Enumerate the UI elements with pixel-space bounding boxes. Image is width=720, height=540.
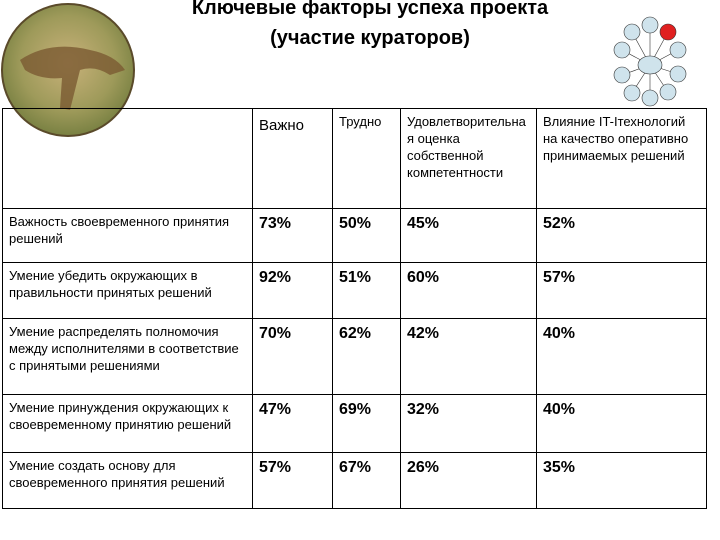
row-label: Важность своевременного принятия решений [2,208,253,263]
row: Умение принуждения окружающих к своеврем… [2,394,707,453]
cell-value: 32% [400,394,537,453]
column-header: Важно [252,108,333,209]
row: Умение распределять полномочия между исп… [2,318,707,395]
row-label: Умение принуждения окружающих к своеврем… [2,394,253,453]
row-label: Умение создать основу для своевременного… [2,452,253,509]
title: (участие кураторов) [270,27,470,49]
cell-value: 47% [252,394,333,453]
cell-value: 52% [536,208,707,263]
corner-cell [2,108,253,209]
row: Важность своевременного принятия решений… [2,208,707,263]
cell-value: 57% [536,262,707,319]
row: Умение создать основу для своевременного… [2,452,707,509]
title: Ключевые факторы успеха проекта [191,0,549,19]
cell-value: 92% [252,262,333,319]
cell-value: 51% [332,262,401,319]
cell-value: 62% [332,318,401,395]
cell-value: 73% [252,208,333,263]
cell-value: 50% [332,208,401,263]
cell-value: 69% [332,394,401,453]
cell-value: 70% [252,318,333,395]
row: Умение убедить окружающих в правильности… [2,262,707,319]
cell-value: 42% [400,318,537,395]
column-header: Трудно [332,108,401,209]
cheetah [20,46,125,110]
decorations [1,3,687,137]
cell-value: 45% [400,208,537,263]
table: Важно Трудно Удовлетворительная оценка соб… [2,108,707,509]
cell-value: 57% [252,452,333,509]
diagram-icon [613,16,687,107]
cell-value: 40% [536,394,707,453]
row-label: Умение убедить окружающих в правильности… [2,262,253,319]
cell-value: 40% [536,318,707,395]
column-header: Удовлетворительная оценка собственной ко… [400,108,537,209]
cell-value: 60% [400,262,537,319]
cell-value: 67% [332,452,401,509]
row-label: Умение распределять полномочия между исп… [2,318,253,395]
column-header: Влияние IT-Iтехнологий на качество опера… [536,108,707,209]
cell-value: 26% [400,452,537,509]
header-row: Важно Трудно Удовлетворительная оценка соб… [2,108,707,209]
cell-value: 35% [536,452,707,509]
